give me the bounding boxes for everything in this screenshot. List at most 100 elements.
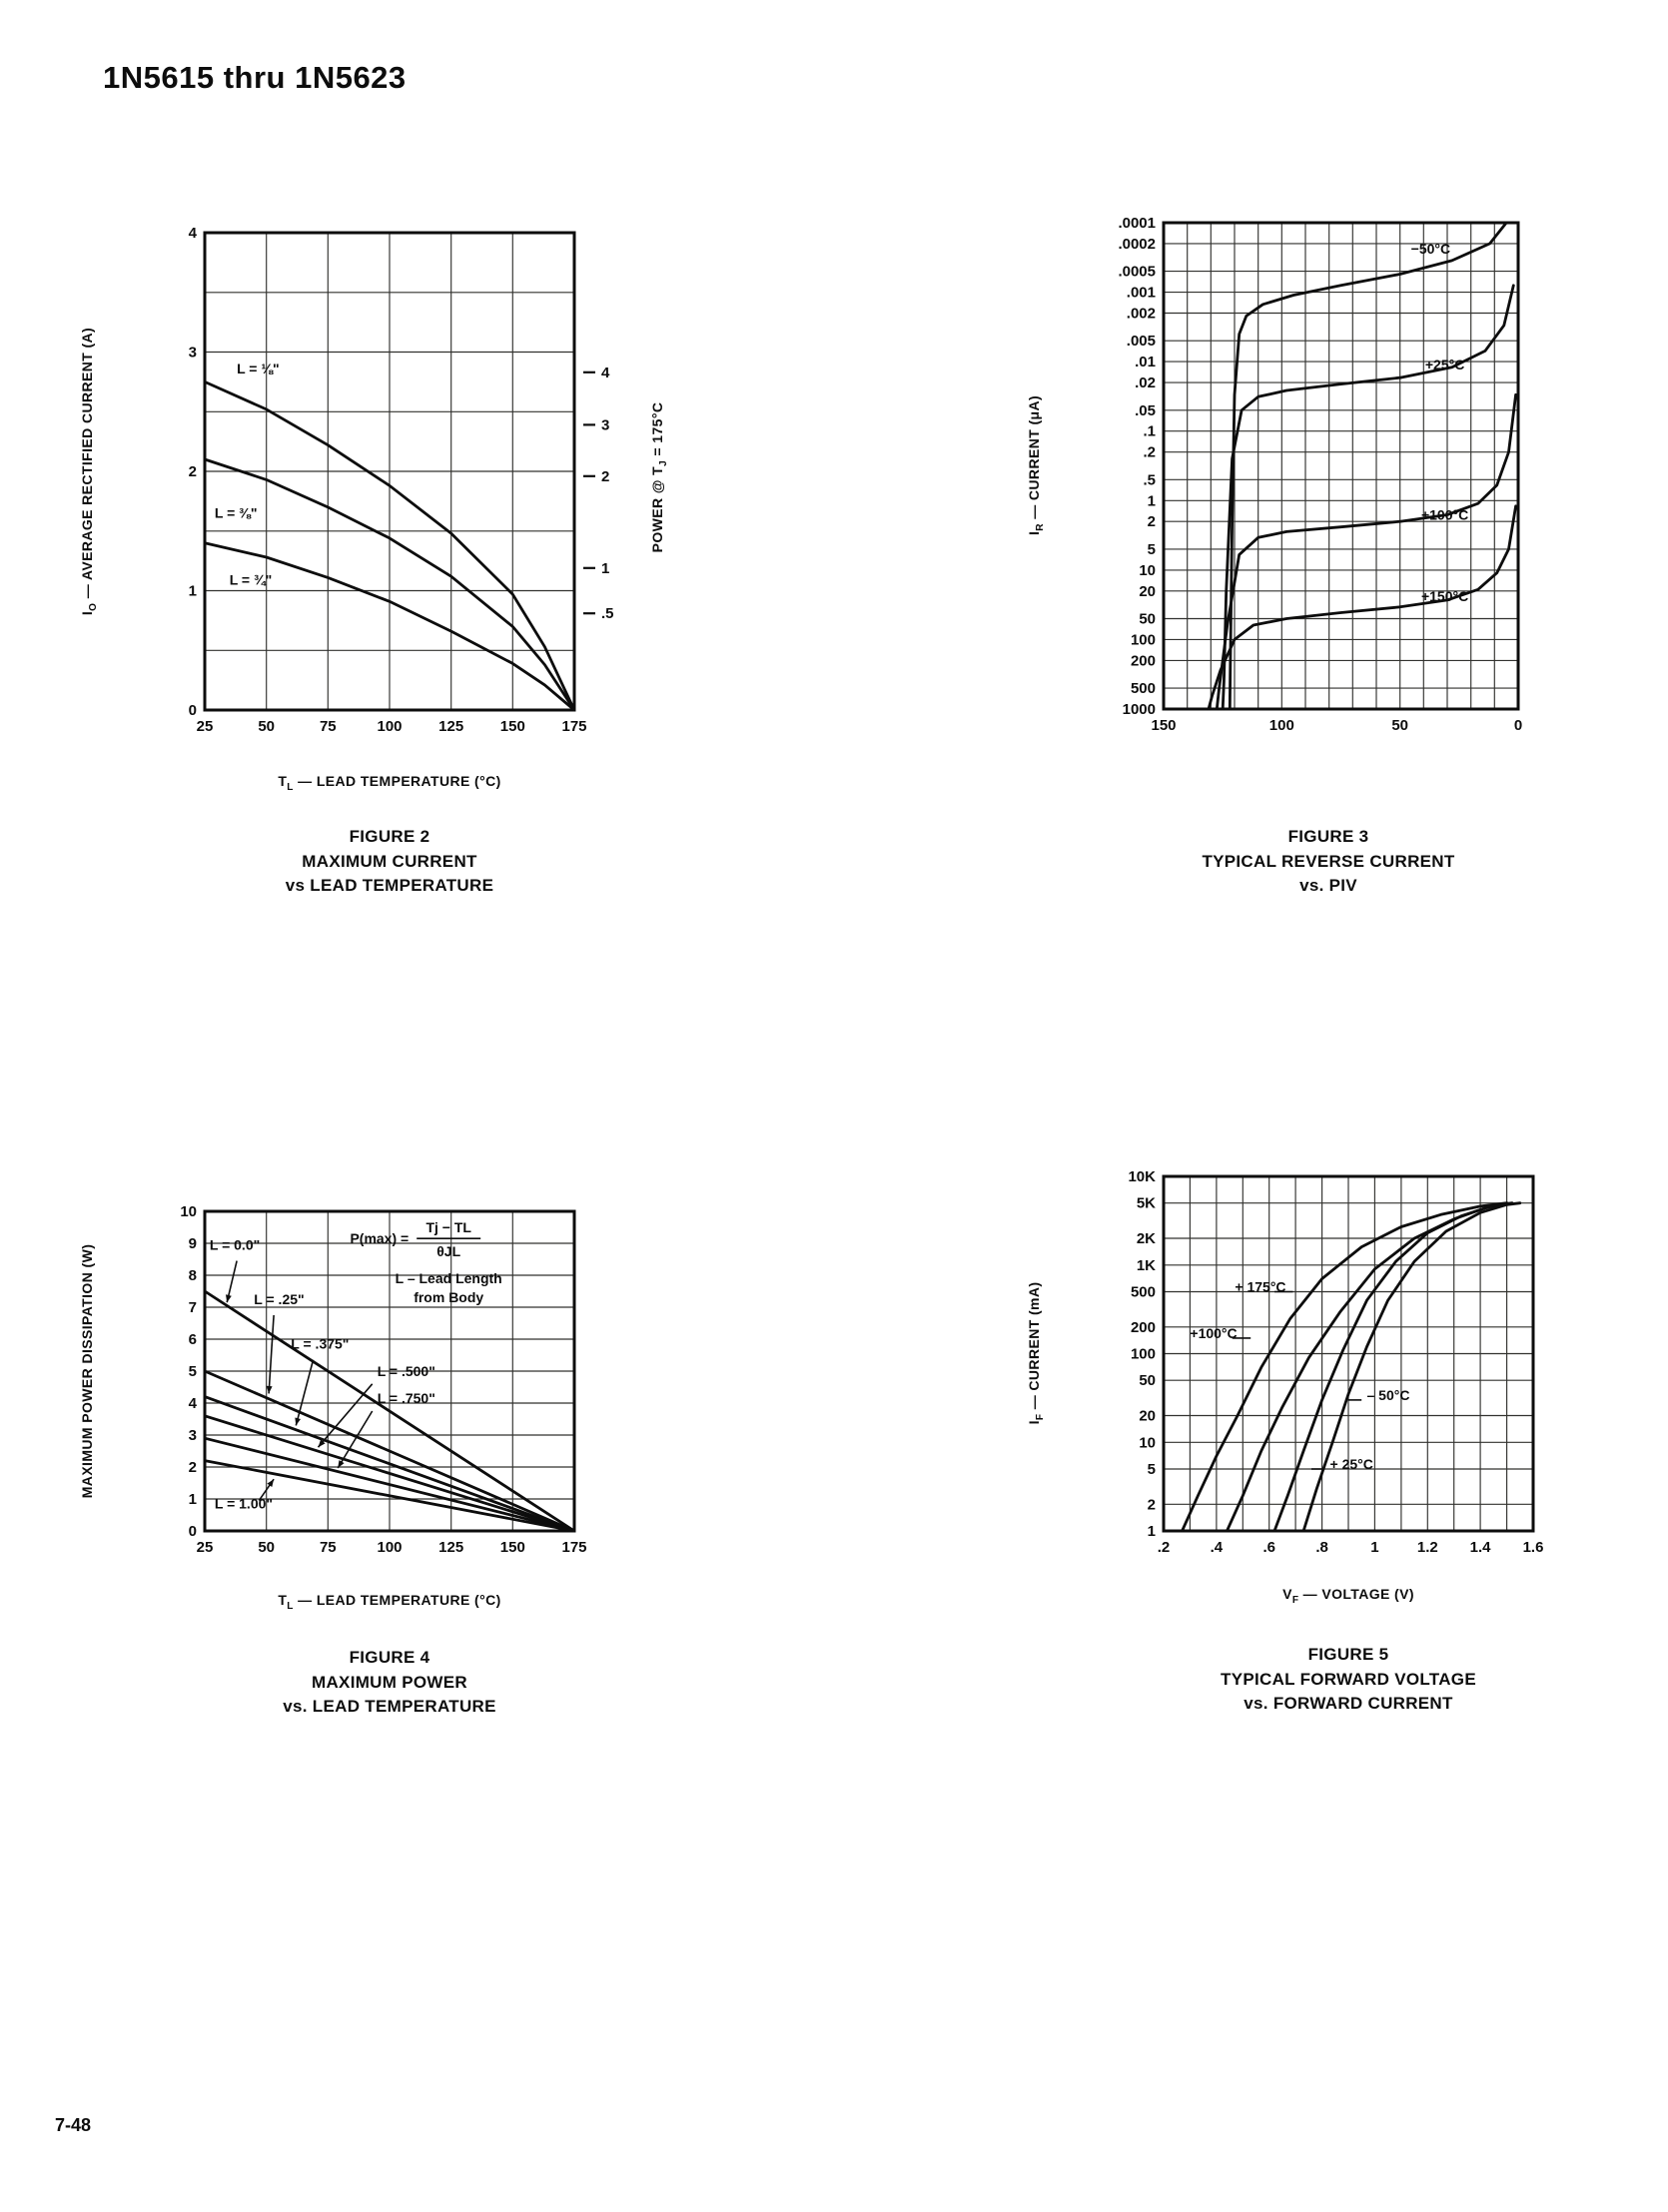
axis-title-text: — AVERAGE RECTIFIED CURRENT (A) xyxy=(79,327,96,603)
y-tick-label: 7 xyxy=(189,1299,197,1316)
caption-line: TYPICAL FORWARD VOLTAGE xyxy=(1221,1669,1476,1689)
y-tick-label: 2 xyxy=(1148,1496,1156,1513)
leader-line xyxy=(317,1383,374,1448)
y-tick-label: .1 xyxy=(1143,423,1156,440)
axis-title-symbol: MAXIMUM POWER DISSIPATION (W) xyxy=(79,1243,96,1499)
x-tick-label: 75 xyxy=(320,718,337,735)
series-curve xyxy=(203,457,576,712)
curve-label: L = .375" xyxy=(291,1336,349,1352)
arrowhead xyxy=(338,1460,345,1468)
series-curve xyxy=(1181,1201,1508,1533)
y-tick-label: .01 xyxy=(1135,354,1156,370)
series-curve xyxy=(203,1436,576,1533)
series-curve xyxy=(203,1289,576,1533)
curve-label: L = .500" xyxy=(378,1363,435,1379)
curve-label: from Body xyxy=(414,1289,483,1305)
y-tick-label: 1 xyxy=(189,583,197,600)
y-tick-label: 2 xyxy=(189,463,197,480)
caption-line: FIGURE 2 xyxy=(349,827,430,846)
x-tick-label: 50 xyxy=(258,718,275,735)
curve-label: L = 1.00" xyxy=(215,1496,273,1512)
y-tick-label: 200 xyxy=(1131,652,1156,669)
fig4-y-axis-title: MAXIMUM POWER DISSIPATION (W) xyxy=(79,1244,99,1499)
series-curve xyxy=(203,1369,576,1533)
axis-title-text: — LEAD TEMPERATURE (°C) xyxy=(293,1592,501,1608)
series-curve xyxy=(1228,221,1508,711)
y-tick-label: 9 xyxy=(189,1235,197,1252)
series-curve xyxy=(1215,392,1517,711)
y-tick-label: 200 xyxy=(1131,1319,1156,1336)
plot-area: 25 50 75 100 125 150 175 0 1 2 3 4 4 3 2 1 .5 L = ⅛" L = ⅜… xyxy=(189,225,614,735)
x-tick-label: 100 xyxy=(377,1539,402,1556)
y-tick-label: 5K xyxy=(1137,1195,1156,1212)
y-tick-label: .0002 xyxy=(1118,236,1156,253)
formula-lhs: P(max) = xyxy=(350,1230,409,1246)
x-tick-label: 150 xyxy=(500,718,525,735)
right-tick-label: 1 xyxy=(601,560,609,577)
axis-title-text: — LEAD TEMPERATURE (°C) xyxy=(293,773,501,789)
y-tick-label: 5 xyxy=(1148,1461,1156,1478)
fig3-reverse-current-chart: 150 100 50 0.0001.0002.0005.001.002.005.01.… xyxy=(1118,215,1522,734)
y-tick-label: .5 xyxy=(1143,471,1156,488)
x-tick-label: .2 xyxy=(1158,1539,1171,1556)
arrowhead xyxy=(267,1479,275,1487)
caption-line: MAXIMUM POWER xyxy=(312,1672,467,1692)
y-tick-label: .0005 xyxy=(1118,264,1156,281)
axis-title-text: — CURRENT (mA) xyxy=(1026,1281,1043,1414)
page-title: 1N5615 thru 1N5623 xyxy=(103,60,407,95)
curve-label: L = .750" xyxy=(378,1390,435,1406)
series-curve xyxy=(1272,1201,1514,1533)
axis-title-subscript: L xyxy=(287,781,294,793)
y-tick-label: .0001 xyxy=(1118,215,1156,232)
caption-line: vs. FORWARD CURRENT xyxy=(1244,1694,1453,1714)
plot-frame xyxy=(1162,221,1520,711)
plot-area: 25 50 75 100 125 150 175 0 1 2 3 4 5 6 7 8 9 10 L = 0.0" L … xyxy=(180,1203,586,1556)
plot-area: 150 100 50 0.0001.0002.0005.001.002.005.01.… xyxy=(1118,215,1522,734)
x-tick-label: .6 xyxy=(1262,1539,1275,1556)
y-tick-label: 4 xyxy=(189,1395,198,1412)
curve-label: −50°C xyxy=(1411,241,1450,257)
right-tick-label: 2 xyxy=(601,468,609,485)
series-curve xyxy=(1301,1201,1522,1533)
caption-line: vs LEAD TEMPERATURE xyxy=(285,876,494,896)
right-tick-label: 4 xyxy=(601,365,610,381)
x-tick-label: 125 xyxy=(438,718,463,735)
y-tick-label: .02 xyxy=(1135,374,1156,391)
arrowhead xyxy=(318,1439,326,1448)
x-tick-label: 50 xyxy=(258,1539,275,1556)
x-tick-label: 175 xyxy=(561,718,586,735)
curve-label: + 175°C xyxy=(1235,1279,1285,1295)
y-tick-label: 1 xyxy=(189,1491,197,1508)
curve-label: +150°C xyxy=(1421,588,1468,604)
y-tick-label: 5 xyxy=(189,1363,197,1380)
caption-line: TYPICAL REVERSE CURRENT xyxy=(1202,851,1455,871)
leader-line xyxy=(337,1410,374,1469)
right-tick-label: .5 xyxy=(601,605,614,622)
arrowhead xyxy=(226,1294,232,1303)
caption-line: MAXIMUM CURRENT xyxy=(302,851,477,871)
curve-label: – 50°C xyxy=(1367,1387,1410,1403)
caption-line: FIGURE 4 xyxy=(349,1648,430,1667)
caption-line: FIGURE 5 xyxy=(1307,1645,1389,1664)
curve-label: L = ⅜" xyxy=(215,505,258,521)
y-tick-label: 10K xyxy=(1128,1168,1156,1185)
axis-title-symbol: I xyxy=(1026,530,1043,536)
axis-title-subscript: R xyxy=(1034,523,1046,531)
curve-label: L = .25" xyxy=(254,1291,304,1307)
axis-title-subscript: L xyxy=(287,1600,294,1612)
axis-title-symbol: POWER @ T xyxy=(649,465,666,553)
fig4-max-power-chart: 25 50 75 100 125 150 175 0 1 2 3 4 5 6 7 8 9 10 L = 0.0" L … xyxy=(180,1203,586,1556)
x-tick-label: 1.2 xyxy=(1417,1539,1438,1556)
axis-title-subscript: F xyxy=(1034,1413,1046,1421)
fig5-x-axis-title: VF — VOLTAGE (V) xyxy=(1149,1586,1548,1606)
right-tick-label: 3 xyxy=(601,416,609,433)
fig5-caption: FIGURE 5 TYPICAL FORWARD VOLTAGE vs. FOR… xyxy=(1129,1643,1568,1717)
y-tick-label: 1K xyxy=(1137,1257,1156,1274)
x-tick-label: 125 xyxy=(438,1539,463,1556)
fig2-max-current-chart: 25 50 75 100 125 150 175 0 1 2 3 4 4 3 2 1 .5 L = ⅛" L = ⅜… xyxy=(189,225,614,735)
fig5-y-axis-title: IF — CURRENT (mA) xyxy=(1026,1282,1046,1425)
y-tick-label: .001 xyxy=(1127,285,1156,302)
series-curve xyxy=(203,380,576,712)
x-tick-label: .8 xyxy=(1315,1539,1328,1556)
fig2-y-axis-title: IO — AVERAGE RECTIFIED CURRENT (A) xyxy=(79,328,99,615)
